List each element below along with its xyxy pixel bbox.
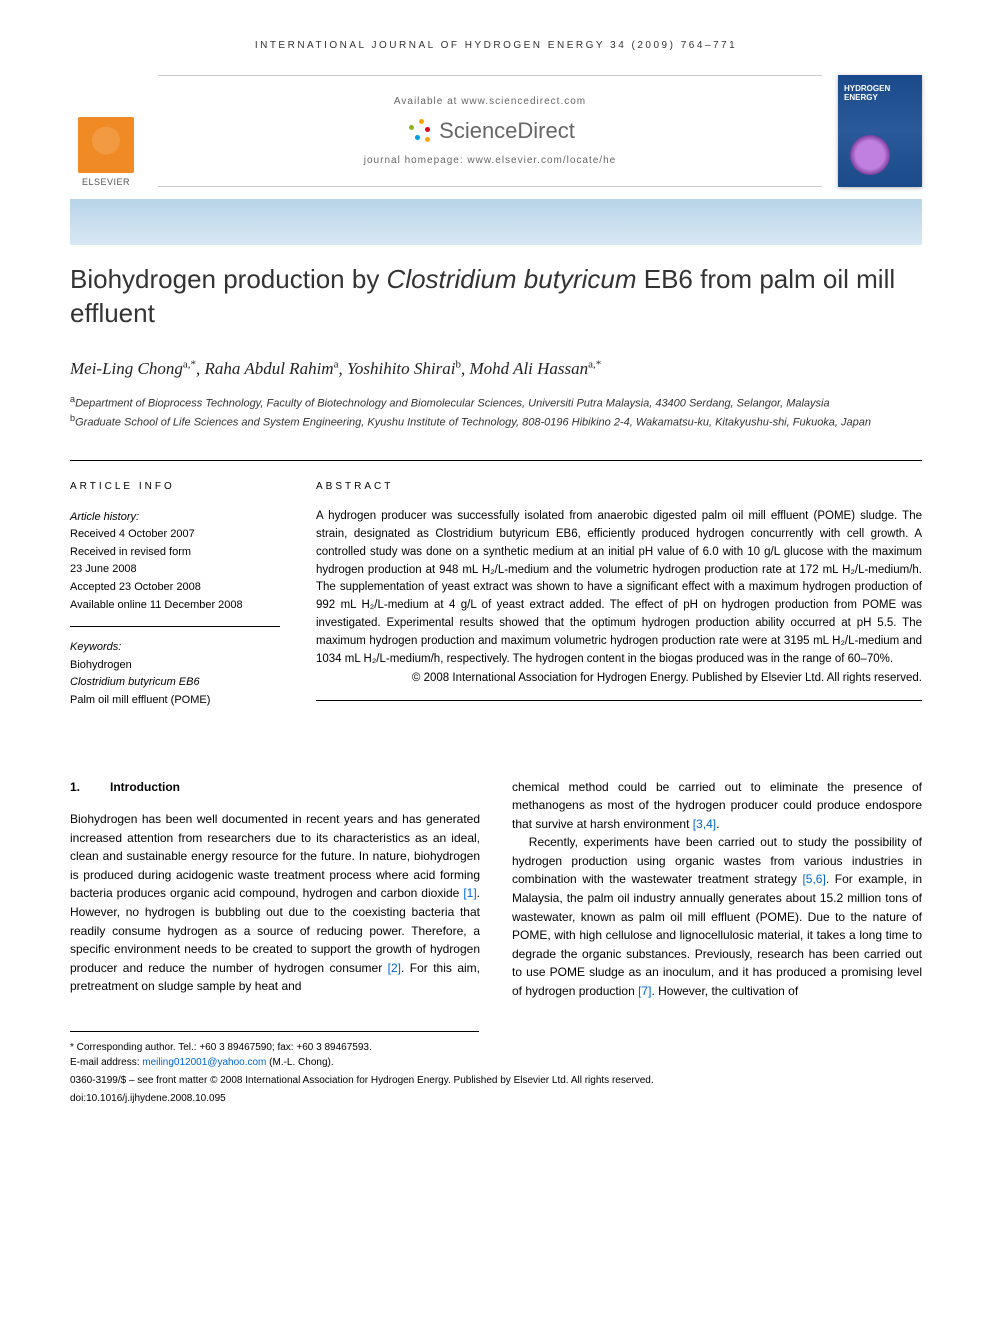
sciencedirect-logo: ScienceDirect	[158, 117, 822, 145]
abstract: ABSTRACT A hydrogen producer was success…	[316, 479, 922, 734]
section-heading: 1.Introduction	[70, 778, 480, 797]
ref-link-1[interactable]: [1]	[463, 886, 476, 900]
ref-link-34[interactable]: [3,4]	[693, 817, 716, 831]
sd-brand-text: ScienceDirect	[439, 118, 575, 144]
elsevier-logo: ELSEVIER	[70, 75, 142, 187]
history-2: 23 June 2008	[70, 561, 280, 579]
copyright-line-1: 0360-3199/$ – see front matter © 2008 In…	[70, 1074, 922, 1088]
article-history: Article history: Received 4 October 2007…	[70, 509, 280, 628]
history-4: Available online 11 December 2008	[70, 597, 280, 615]
corresponding-author: * Corresponding author. Tel.: +60 3 8946…	[70, 1040, 479, 1055]
authors: Mei-Ling Chonga,*, Raha Abdul Rahima, Yo…	[70, 359, 922, 380]
footnotes: * Corresponding author. Tel.: +60 3 8946…	[70, 1031, 479, 1070]
col1-p1: Biohydrogen has been well documented in …	[70, 810, 480, 996]
journal-homepage: journal homepage: www.elsevier.com/locat…	[158, 155, 822, 166]
sciencedirect-center: Available at www.sciencedirect.com Scien…	[158, 75, 822, 187]
history-label: Article history:	[70, 509, 280, 527]
article-title: Biohydrogen production by Clostridium bu…	[70, 263, 922, 331]
section-title: Introduction	[110, 780, 180, 794]
history-3: Accepted 23 October 2008	[70, 579, 280, 597]
info-heading: ARTICLE INFO	[70, 479, 280, 495]
abstract-copyright: © 2008 International Association for Hyd…	[316, 670, 922, 688]
keyword-2: Palm oil mill effluent (POME)	[70, 692, 280, 710]
cover-title: HYDROGEN ENERGY	[844, 85, 916, 103]
ref-link-7[interactable]: [7]	[638, 984, 651, 998]
info-abstract-row: ARTICLE INFO Article history: Received 4…	[70, 460, 922, 734]
col2-p2: Recently, experiments have been carried …	[512, 833, 922, 1000]
ref-link-2[interactable]: [2]	[388, 961, 401, 975]
col2-p1: chemical method could be carried out to …	[512, 778, 922, 834]
journal-cover: HYDROGEN ENERGY	[838, 75, 922, 187]
available-at: Available at www.sciencedirect.com	[158, 96, 822, 107]
abstract-text: A hydrogen producer was successfully iso…	[316, 508, 922, 701]
keywords: Keywords: Biohydrogen Clostridium butyri…	[70, 639, 280, 721]
email-line: E-mail address: meiling012001@yahoo.com …	[70, 1055, 479, 1070]
title-pre: Biohydrogen production by	[70, 264, 387, 294]
affiliation-b: bGraduate School of Life Sciences and Sy…	[70, 412, 922, 431]
keyword-1: Clostridium butyricum EB6	[70, 674, 280, 692]
abstract-heading: ABSTRACT	[316, 479, 922, 495]
sd-dots-icon	[405, 117, 433, 145]
cover-graphic-icon	[850, 135, 890, 175]
elsevier-tree-icon	[78, 117, 134, 173]
author-2: Yoshihito Shiraib	[347, 359, 461, 378]
article-info: ARTICLE INFO Article history: Received 4…	[70, 479, 280, 734]
column-right: chemical method could be carried out to …	[512, 778, 922, 1001]
elsevier-text: ELSEVIER	[82, 177, 130, 187]
history-0: Received 4 October 2007	[70, 526, 280, 544]
column-left: 1.Introduction Biohydrogen has been well…	[70, 778, 480, 1001]
author-1: Raha Abdul Rahima	[205, 359, 339, 378]
section-number: 1.	[70, 778, 110, 797]
header-block: ELSEVIER Available at www.sciencedirect.…	[70, 75, 922, 187]
affiliations: aDepartment of Bioprocess Technology, Fa…	[70, 393, 922, 431]
affiliation-a: aDepartment of Bioprocess Technology, Fa…	[70, 393, 922, 412]
gradient-bar	[70, 199, 922, 245]
running-head: INTERNATIONAL JOURNAL OF HYDROGEN ENERGY…	[70, 40, 922, 51]
keywords-label: Keywords:	[70, 639, 280, 657]
email-link[interactable]: meiling012001@yahoo.com	[142, 1057, 266, 1068]
history-1: Received in revised form	[70, 544, 280, 562]
ref-link-56[interactable]: [5,6]	[802, 872, 825, 886]
body-columns: 1.Introduction Biohydrogen has been well…	[70, 778, 922, 1001]
keyword-0: Biohydrogen	[70, 657, 280, 675]
title-italic: Clostridium butyricum	[387, 264, 637, 294]
doi-line: doi:10.1016/j.ijhydene.2008.10.095	[70, 1092, 922, 1106]
author-3: Mohd Ali Hassana,*	[469, 359, 601, 378]
author-0: Mei-Ling Chonga,*	[70, 359, 196, 378]
